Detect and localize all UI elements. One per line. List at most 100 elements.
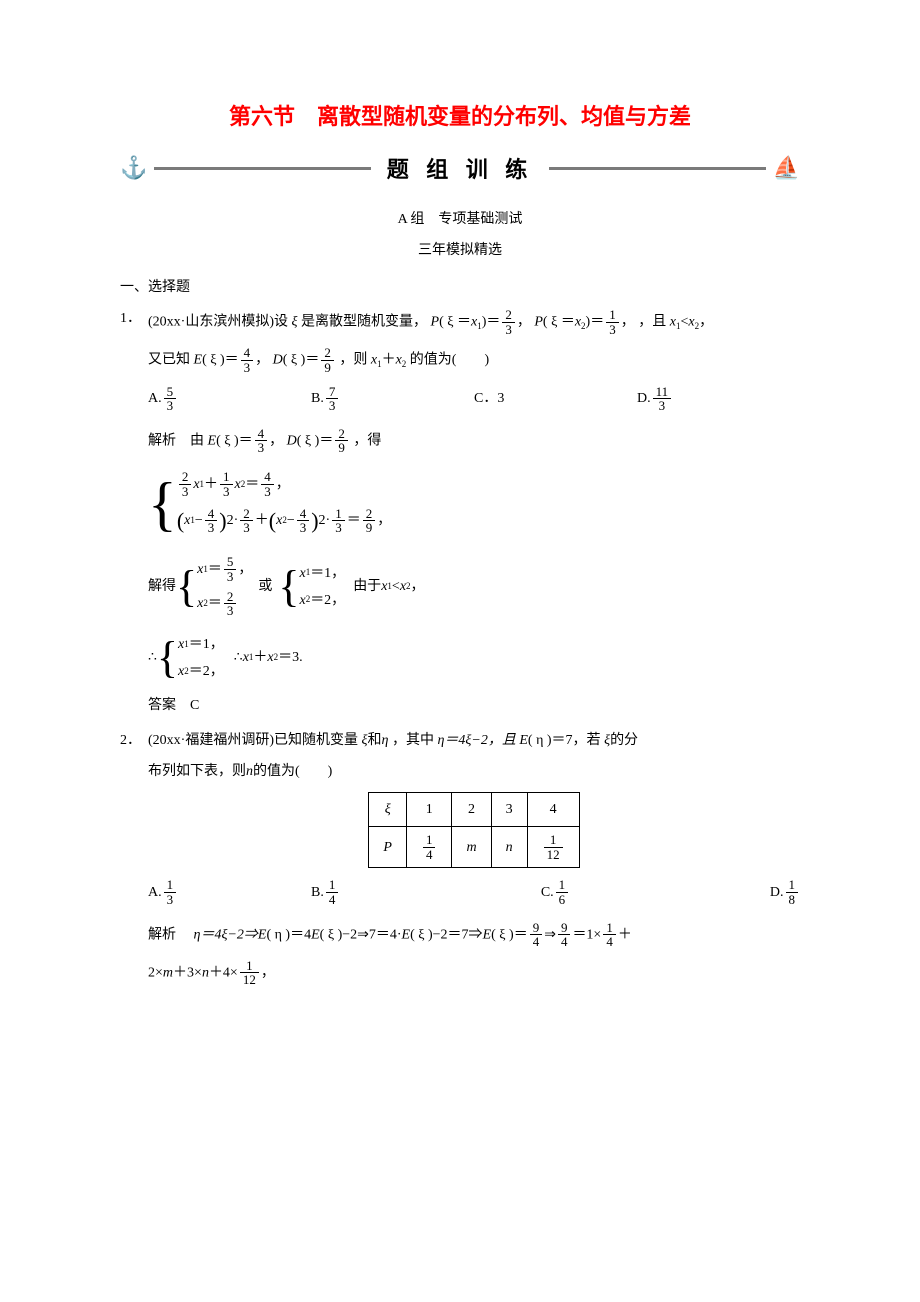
- fraction: 23: [179, 470, 192, 498]
- q1-options: A.53 B.73 C．3 D.113: [120, 385, 800, 413]
- fraction: 112: [544, 833, 563, 861]
- therefore-icon: ∴: [234, 647, 243, 668]
- q1-text: ( ξ )＝: [202, 353, 239, 368]
- fraction: 13: [606, 308, 619, 336]
- q1-text: ，: [517, 314, 531, 329]
- fraction: 23: [502, 308, 515, 336]
- q2-n: n: [246, 764, 253, 779]
- brace-icon: {: [176, 565, 197, 609]
- fraction: 23: [240, 507, 253, 535]
- q2-text: 布列如下表，则: [148, 764, 246, 779]
- table-cell: 14: [406, 826, 452, 867]
- q2-opt-c: C.16: [474, 878, 637, 906]
- table-cell: 2: [452, 792, 491, 826]
- fraction: 16: [556, 878, 569, 906]
- fraction: 18: [786, 878, 799, 906]
- table-cell: 3: [491, 792, 527, 826]
- fraction: 14: [603, 921, 616, 949]
- brace-icon: {: [278, 565, 299, 609]
- q2-text: 的分: [610, 733, 638, 748]
- brace-icon: {: [157, 636, 178, 680]
- q1-text: ，得: [353, 433, 381, 448]
- q1-number: 1．: [120, 308, 141, 329]
- fraction: 13: [220, 470, 233, 498]
- fraction: 73: [326, 385, 339, 413]
- table-row: ξ 1 2 3 4: [369, 792, 579, 826]
- section-heading: 一、选择题: [120, 277, 800, 298]
- q2-options: A.13 B.14 C.16 D.18: [120, 878, 800, 906]
- q2-text: 和: [368, 733, 382, 748]
- q1-since: 由于: [353, 576, 381, 597]
- q1-text: 解得: [148, 576, 176, 597]
- table-cell: 112: [527, 826, 579, 867]
- fraction: 43: [297, 507, 310, 535]
- solution-label: 解析 由: [148, 433, 204, 448]
- q2-opt-d: D.18: [637, 878, 800, 906]
- q2-text: 2×: [148, 965, 163, 980]
- q2-opt-a: A.13: [148, 878, 311, 906]
- q1-stem-line2: 又已知 E( ξ )＝43， D( ξ )＝29 ，则 x1＋x2 的值为( ): [120, 346, 800, 374]
- q1-text: 又已知: [148, 353, 190, 368]
- q1-E: E: [208, 433, 217, 448]
- q1-text: 的值为( ): [410, 353, 489, 368]
- problem-1: 1． (20xx·山东滨州模拟)设 ξ 是离散型随机变量， P( ξ ＝x1)＝…: [120, 308, 800, 716]
- q2-number: 2．: [120, 730, 141, 751]
- table-cell: 4: [527, 792, 579, 826]
- q1-P: P: [431, 314, 440, 329]
- q1-solution-line1: 解析 由 E( ξ )＝43， D( ξ )＝29 ，得: [120, 427, 800, 455]
- table-cell: n: [491, 826, 527, 867]
- banner-rule-right: [546, 167, 766, 170]
- fraction: 23: [224, 590, 237, 618]
- banner-rule-left: [154, 167, 374, 170]
- q2-text: (20xx·福建福州调研)已知随机变量: [148, 733, 358, 748]
- q2-distribution-table: ξ 1 2 3 4 P 14 m n 112: [368, 792, 579, 868]
- q1-opt-c: C．3: [474, 385, 637, 413]
- fraction: 112: [240, 959, 259, 987]
- q2-text: ( η )＝7，若: [528, 733, 601, 748]
- q2-opt-b: B.14: [311, 878, 474, 906]
- q1-text: (20xx·山东滨州模拟)设: [148, 314, 288, 329]
- table-cell: m: [452, 826, 491, 867]
- q2-text: η＝4ξ−2⇒: [194, 927, 258, 942]
- q1-text: )＝: [482, 314, 501, 329]
- q1-stem-line1: 1． (20xx·山东滨州模拟)设 ξ 是离散型随机变量， P( ξ ＝x1)＝…: [120, 308, 800, 336]
- q1-text: ( ξ ＝: [439, 314, 471, 329]
- q1-opt-d: D.113: [637, 385, 800, 413]
- q1-xi: ξ: [292, 314, 298, 329]
- q1-plus: ＋: [382, 353, 396, 368]
- solution-label: 解析: [148, 927, 190, 942]
- fraction: 29: [363, 507, 376, 535]
- q2-stem-line1: 2． (20xx·福建福州调研)已知随机变量 ξ和η ，其中 η＝4ξ−2，且 …: [120, 730, 800, 751]
- q1-text: ，: [621, 314, 635, 329]
- q1-sub: 2: [402, 359, 407, 369]
- section-title: 第六节 离散型随机变量的分布列、均值与方差: [120, 100, 800, 133]
- q1-text: ( ξ ＝: [543, 314, 575, 329]
- q2-solution-line1: 解析 η＝4ξ−2⇒E( η )＝4E( ξ )−2⇒7＝4·E( ξ )−2＝…: [120, 921, 800, 949]
- subgroup-label: 三年模拟精选: [120, 240, 800, 261]
- fraction: 14: [423, 833, 436, 861]
- q1-answer: 答案 C: [120, 695, 800, 716]
- table-cell: 1: [406, 792, 452, 826]
- fraction: 113: [653, 385, 672, 413]
- q1-text: ，且: [638, 314, 666, 329]
- q1-sys-row2: (x1−43)2·23＋(x2−43)2·13＝29，: [177, 501, 391, 540]
- table-cell: P: [369, 826, 407, 867]
- fraction: 43: [255, 427, 268, 455]
- q1-opt-b: B.73: [311, 385, 474, 413]
- banner: ⚓ 题 组 训 练 ⛵: [120, 153, 800, 189]
- q2-table-wrap: ξ 1 2 3 4 P 14 m n 112: [120, 792, 800, 868]
- q2-text: 的值为( ): [253, 764, 332, 779]
- q1-results: 解得 { x1＝53， x2＝23 或 { x1＝1， x2＝2， 由于 x1<…: [120, 552, 800, 621]
- q1-text: ( ξ )＝: [283, 353, 320, 368]
- fraction: 13: [164, 878, 177, 906]
- q1-E: E: [194, 353, 203, 368]
- fraction: 43: [241, 346, 254, 374]
- q1-text: )＝: [586, 314, 605, 329]
- q1-text: ，: [699, 314, 713, 329]
- q1-text: ( ξ )＝: [297, 433, 334, 448]
- q2-E: E: [519, 733, 528, 748]
- anchor-icon: ⚓: [120, 151, 147, 184]
- table-row: P 14 m n 112: [369, 826, 579, 867]
- q1-system: { 23x1＋13x2＝43， (x1−43)2·23＋(x2−43)2·13＝…: [120, 467, 800, 540]
- q1-P: P: [534, 314, 543, 329]
